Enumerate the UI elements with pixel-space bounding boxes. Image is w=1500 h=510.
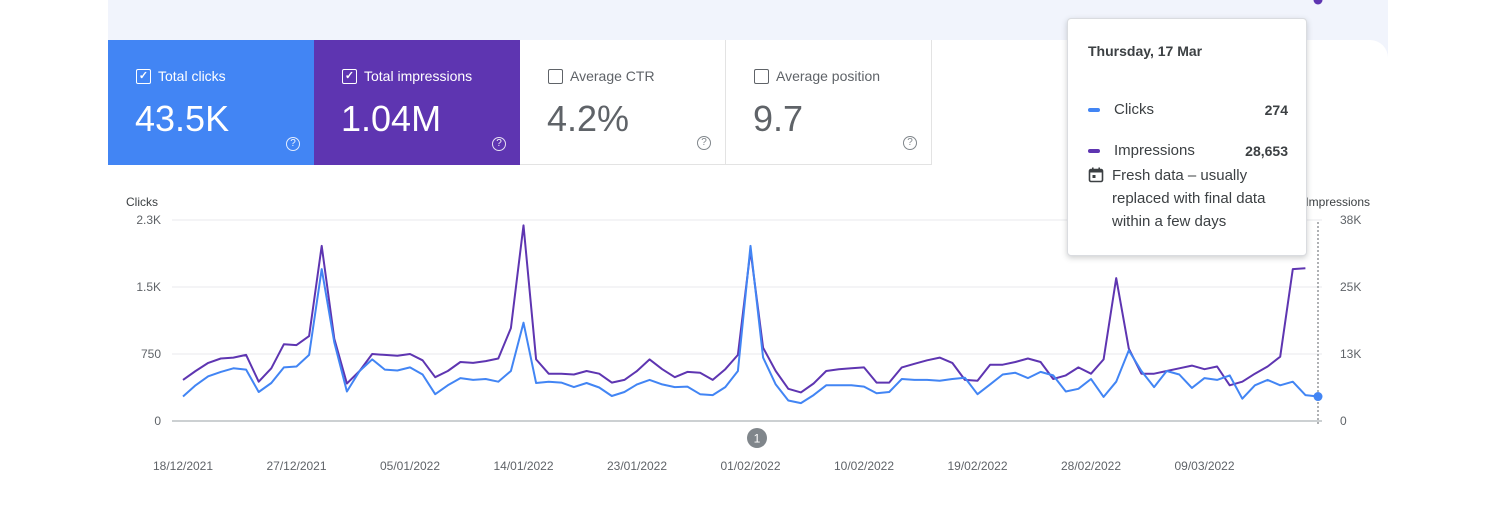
fresh-data-note: Fresh data – usually replaced with final… <box>1088 164 1298 233</box>
x-tick-label: 19/02/2022 <box>947 459 1007 473</box>
tooltip-value: 28,653 <box>1245 142 1288 159</box>
metric-label: Average position <box>776 68 881 84</box>
x-tick-label: 28/02/2022 <box>1061 459 1121 473</box>
checkbox-icon[interactable] <box>754 68 769 84</box>
x-tick-label: 05/01/2022 <box>380 459 440 473</box>
help-icon[interactable]: ? <box>286 137 300 151</box>
series-swatch <box>1088 148 1100 153</box>
average-ctr-tile[interactable]: Average CTR 4.2% ? <box>520 40 726 165</box>
annotation-label: 1 <box>754 432 761 446</box>
hover-tooltip: Thursday, 17 Mar Clicks 274 Impressions … <box>1067 18 1307 256</box>
total-clicks-tile[interactable]: ✓ Total clicks 43.5K ? <box>108 40 314 165</box>
x-tick-label: 10/02/2022 <box>834 459 894 473</box>
tooltip-value: 274 <box>1264 101 1288 118</box>
metric-header: Average position <box>754 68 880 84</box>
hover-point-impressions <box>1313 0 1323 5</box>
metric-value: 9.7 <box>753 98 804 139</box>
left-tick-label: 750 <box>141 347 161 361</box>
calendar-icon <box>1088 164 1104 233</box>
help-icon[interactable]: ? <box>697 136 711 150</box>
right-axis-title: Impressions <box>1305 195 1370 209</box>
x-tick-label: 18/12/2021 <box>153 459 213 473</box>
total-impressions-tile[interactable]: ✓ Total impressions 1.04M ? <box>314 40 520 165</box>
hover-point-clicks <box>1313 392 1323 402</box>
note-text: Fresh data – usually replaced with final… <box>1112 167 1266 230</box>
metric-label: Total clicks <box>158 68 226 84</box>
x-tick-label: 01/02/2022 <box>720 459 780 473</box>
left-tick-label: 0 <box>154 414 161 428</box>
metric-value: 1.04M <box>341 98 442 139</box>
series-lines <box>182 224 1319 405</box>
checkbox-icon[interactable] <box>548 68 563 84</box>
metric-header: Average CTR <box>548 68 655 84</box>
x-tick-label: 23/01/2022 <box>607 459 667 473</box>
left-tick-label: 2.3K <box>136 213 161 227</box>
hover-marker <box>1313 0 1323 424</box>
tooltip-row-clicks: Clicks 274 <box>1088 101 1288 118</box>
x-tick-label: 27/12/2021 <box>266 459 326 473</box>
tooltip-label: Clicks <box>1114 101 1154 118</box>
help-icon[interactable]: ? <box>903 136 917 150</box>
annotation-badge[interactable] <box>747 428 767 448</box>
tooltip-row-impressions: Impressions 28,653 <box>1088 142 1288 159</box>
right-tick-label: 0 <box>1340 414 1347 428</box>
metric-value: 4.2% <box>547 98 630 139</box>
left-tick-label: 1.5K <box>136 280 161 294</box>
right-tick-label: 13K <box>1340 347 1361 361</box>
average-position-tile[interactable]: Average position 9.7 ? <box>726 40 932 165</box>
series-swatch <box>1088 107 1100 112</box>
right-tick-label: 38K <box>1340 213 1361 227</box>
series-line-clicks <box>182 244 1319 405</box>
help-icon[interactable]: ? <box>492 137 506 151</box>
metric-label: Total impressions <box>364 68 473 84</box>
annotation-marker[interactable]: 1 <box>747 428 767 448</box>
tooltip-label: Impressions <box>1114 142 1195 159</box>
x-tick-label: 09/03/2022 <box>1174 459 1234 473</box>
metric-header: ✓ Total clicks <box>136 68 226 84</box>
left-axis-title: Clicks <box>126 195 158 209</box>
metric-header: ✓ Total impressions <box>342 68 472 84</box>
checkbox-icon[interactable]: ✓ <box>342 68 357 84</box>
tooltip-date: Thursday, 17 Mar <box>1088 43 1203 59</box>
axis-ticks: 0 750 1.5K 2.3K 0 13K 25K 38K 18/12/2021 27/12/20… <box>136 213 1361 473</box>
metric-label: Average CTR <box>570 68 655 84</box>
metric-value: 43.5K <box>135 98 230 139</box>
checkbox-icon[interactable]: ✓ <box>136 68 151 84</box>
right-tick-label: 25K <box>1340 280 1361 294</box>
x-tick-label: 14/01/2022 <box>493 459 553 473</box>
